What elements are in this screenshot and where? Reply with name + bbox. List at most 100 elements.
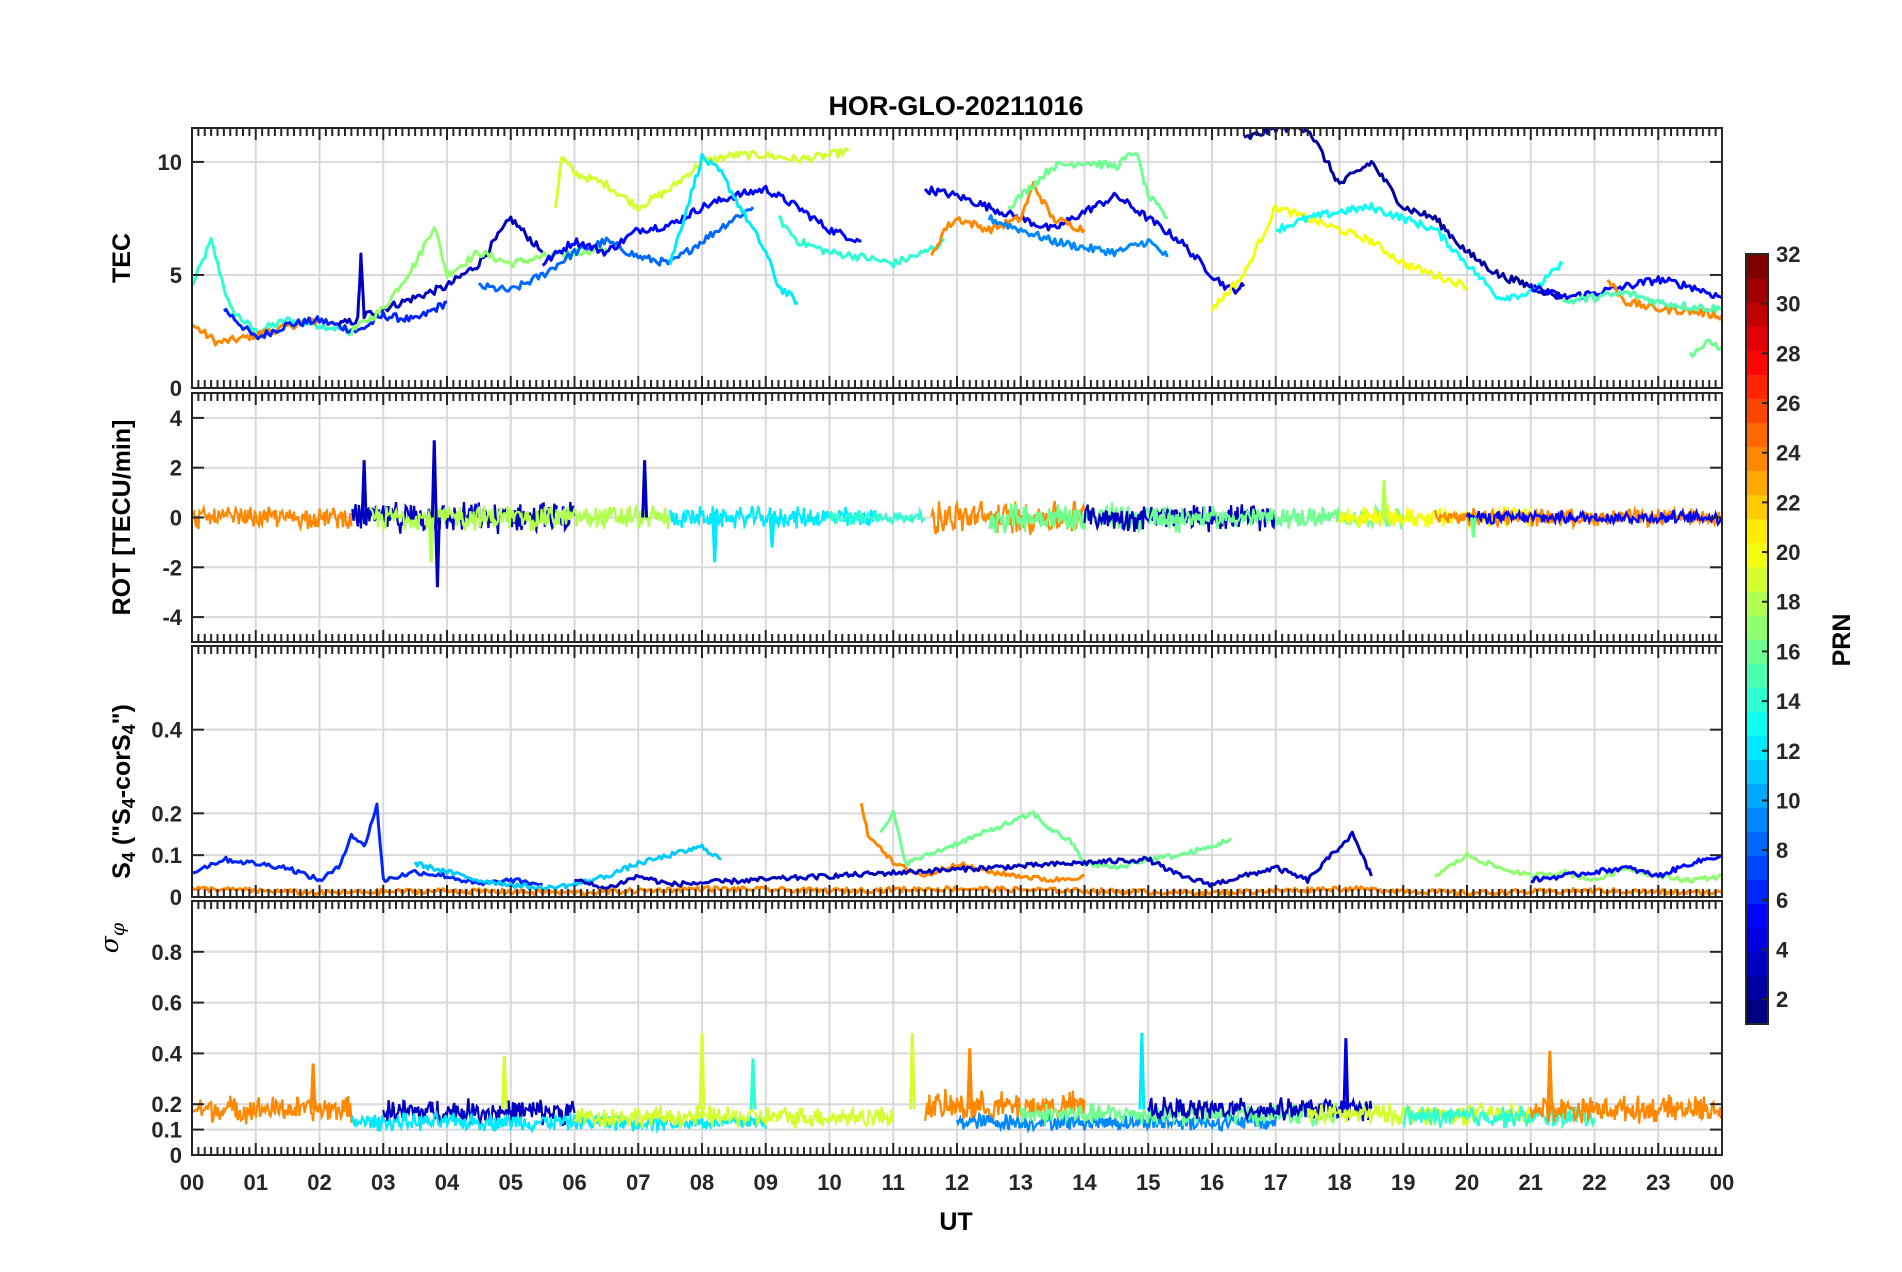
colorbar-segment	[1746, 422, 1768, 447]
series-rot-band-4	[828, 506, 926, 526]
panel-sigma-plot	[192, 1033, 1722, 1135]
series-rot-spike-4	[427, 517, 435, 563]
colorbar-tick-label: 4	[1776, 937, 1789, 962]
series-rot-spike-5	[711, 517, 719, 563]
series-tec-10	[923, 185, 1246, 295]
y-axis-label-s4: S4 ("S4-corS4")	[108, 704, 139, 879]
series-s4-3	[879, 809, 1233, 870]
colorbar-segment	[1746, 903, 1768, 929]
colorbar-segment	[1746, 879, 1768, 905]
series-tec-7	[541, 184, 862, 267]
y-axis-label-tec: TEC	[108, 233, 136, 283]
series-rot-band-8	[1147, 502, 1405, 530]
panel-rot-ticks	[191, 393, 1723, 642]
x-tick-label: 02	[307, 1170, 331, 1195]
colorbar-segment	[1746, 350, 1768, 375]
y-tick-label: 4	[170, 406, 183, 431]
colorbar-segment	[1746, 999, 1768, 1025]
colorbar-segment	[1746, 975, 1768, 1001]
series-s4-4	[574, 830, 1373, 891]
x-tick-label: 19	[1391, 1170, 1415, 1195]
series-rot-spike-7	[1380, 480, 1388, 518]
colorbar-segment	[1746, 254, 1768, 279]
colorbar-segment	[1746, 566, 1768, 592]
colorbar-segment	[1746, 590, 1768, 616]
series-sigma-band-1	[382, 1098, 576, 1127]
x-tick-label: 08	[690, 1170, 714, 1195]
colorbar-segment	[1746, 446, 1768, 472]
colorbar-segment	[1746, 663, 1768, 688]
x-tick-label: 01	[244, 1170, 268, 1195]
panel-s4: 0 0.1 0.2 0.4 S4 ("S4-corS4")	[108, 645, 1723, 910]
colorbar-segment	[1746, 759, 1768, 784]
panel-sigma: 00.10.2 0.4 0.6 0.8 σφ	[95, 900, 1723, 1168]
colorbar-tick-label: 30	[1776, 292, 1800, 317]
y-tick-label: 0	[170, 506, 182, 531]
x-tick-label: 09	[754, 1170, 778, 1195]
series-sigma-band-3	[573, 1105, 895, 1129]
x-tick-label: 04	[435, 1170, 460, 1195]
y-tick-label: 0.4	[151, 718, 182, 743]
series-tec-0	[192, 237, 353, 337]
y-tick-label: -4	[162, 605, 182, 630]
series-rot-spike-2	[434, 517, 441, 588]
colorbar-tick-label: 8	[1776, 838, 1788, 863]
series-tec-2	[222, 300, 447, 341]
series-s4-0	[192, 802, 543, 887]
series-tec-8	[668, 152, 799, 306]
panel-tec: 0 5 10 TEC	[108, 127, 1723, 401]
colorbar-segment	[1746, 614, 1768, 640]
series-rot-spike-6	[768, 517, 776, 548]
y-tick-label: 2	[170, 456, 182, 481]
x-tick-label: 00	[1710, 1170, 1734, 1195]
x-tick-label: 21	[1519, 1170, 1543, 1195]
y-tick-label: 10	[158, 150, 182, 175]
series-rot-band-11	[1465, 507, 1722, 528]
y-tick-label: 0	[170, 376, 182, 401]
colorbar-segment	[1746, 278, 1768, 303]
series-rot-band-5	[930, 499, 1086, 536]
colorbar-tick-label: 22	[1776, 490, 1800, 515]
colorbar-segment	[1746, 639, 1768, 664]
panel-sigma-ticks	[191, 901, 1723, 1156]
x-tick-label: 20	[1455, 1170, 1479, 1195]
x-axis: 00 01 02 03 04 05 06 07 08 09 10 11 12 13 14 15 16 17 18 19…	[180, 1170, 1734, 1195]
colorbar-frame	[1745, 253, 1769, 1025]
y-tick-label: 0.8	[151, 940, 182, 965]
colorbar-tick-label: 24	[1776, 441, 1801, 466]
series-tec-20	[1688, 338, 1722, 358]
series-s4-6	[1530, 853, 1722, 884]
x-tick-label: 06	[562, 1170, 586, 1195]
colorbar-tick-label: 6	[1776, 888, 1788, 913]
series-sigma-spike-4	[908, 1033, 916, 1110]
y-tick-label: 0.2	[151, 801, 182, 826]
colorbar-segment	[1746, 374, 1768, 399]
colorbar-segment	[1746, 542, 1768, 568]
series-tec-4	[349, 226, 608, 336]
colorbar-segment	[1746, 518, 1768, 544]
y-tick-label: 0.6	[151, 991, 182, 1016]
y-tick-label: 5	[170, 263, 182, 288]
y-axis-label-rot: ROT [TECU/min]	[108, 420, 136, 616]
series-rot-band-2	[369, 502, 672, 532]
series-s4-1	[413, 843, 722, 893]
chart-title: HOR-GLO-20211016	[828, 91, 1083, 121]
colorbar-tick-label: 32	[1776, 242, 1800, 267]
colorbar-tick-label: 2	[1776, 987, 1788, 1012]
series-rot-band-3	[669, 505, 882, 531]
series-rot-spike-1	[430, 440, 438, 518]
panel-tec-plot	[192, 128, 1722, 358]
colorbar-segment	[1746, 326, 1768, 351]
colorbar-segment	[1746, 831, 1768, 857]
series-tec-18	[1606, 279, 1722, 321]
series-tec-17	[1529, 275, 1722, 301]
series-sigma-band-9	[1402, 1103, 1596, 1130]
colorbar-tick-label: 16	[1776, 639, 1800, 664]
series-sigma-spike-3	[749, 1058, 757, 1110]
colorbar-segment	[1746, 951, 1768, 977]
series-s4-2	[859, 803, 1085, 884]
x-tick-label: 12	[945, 1170, 969, 1195]
x-tick-label: 07	[626, 1170, 650, 1195]
